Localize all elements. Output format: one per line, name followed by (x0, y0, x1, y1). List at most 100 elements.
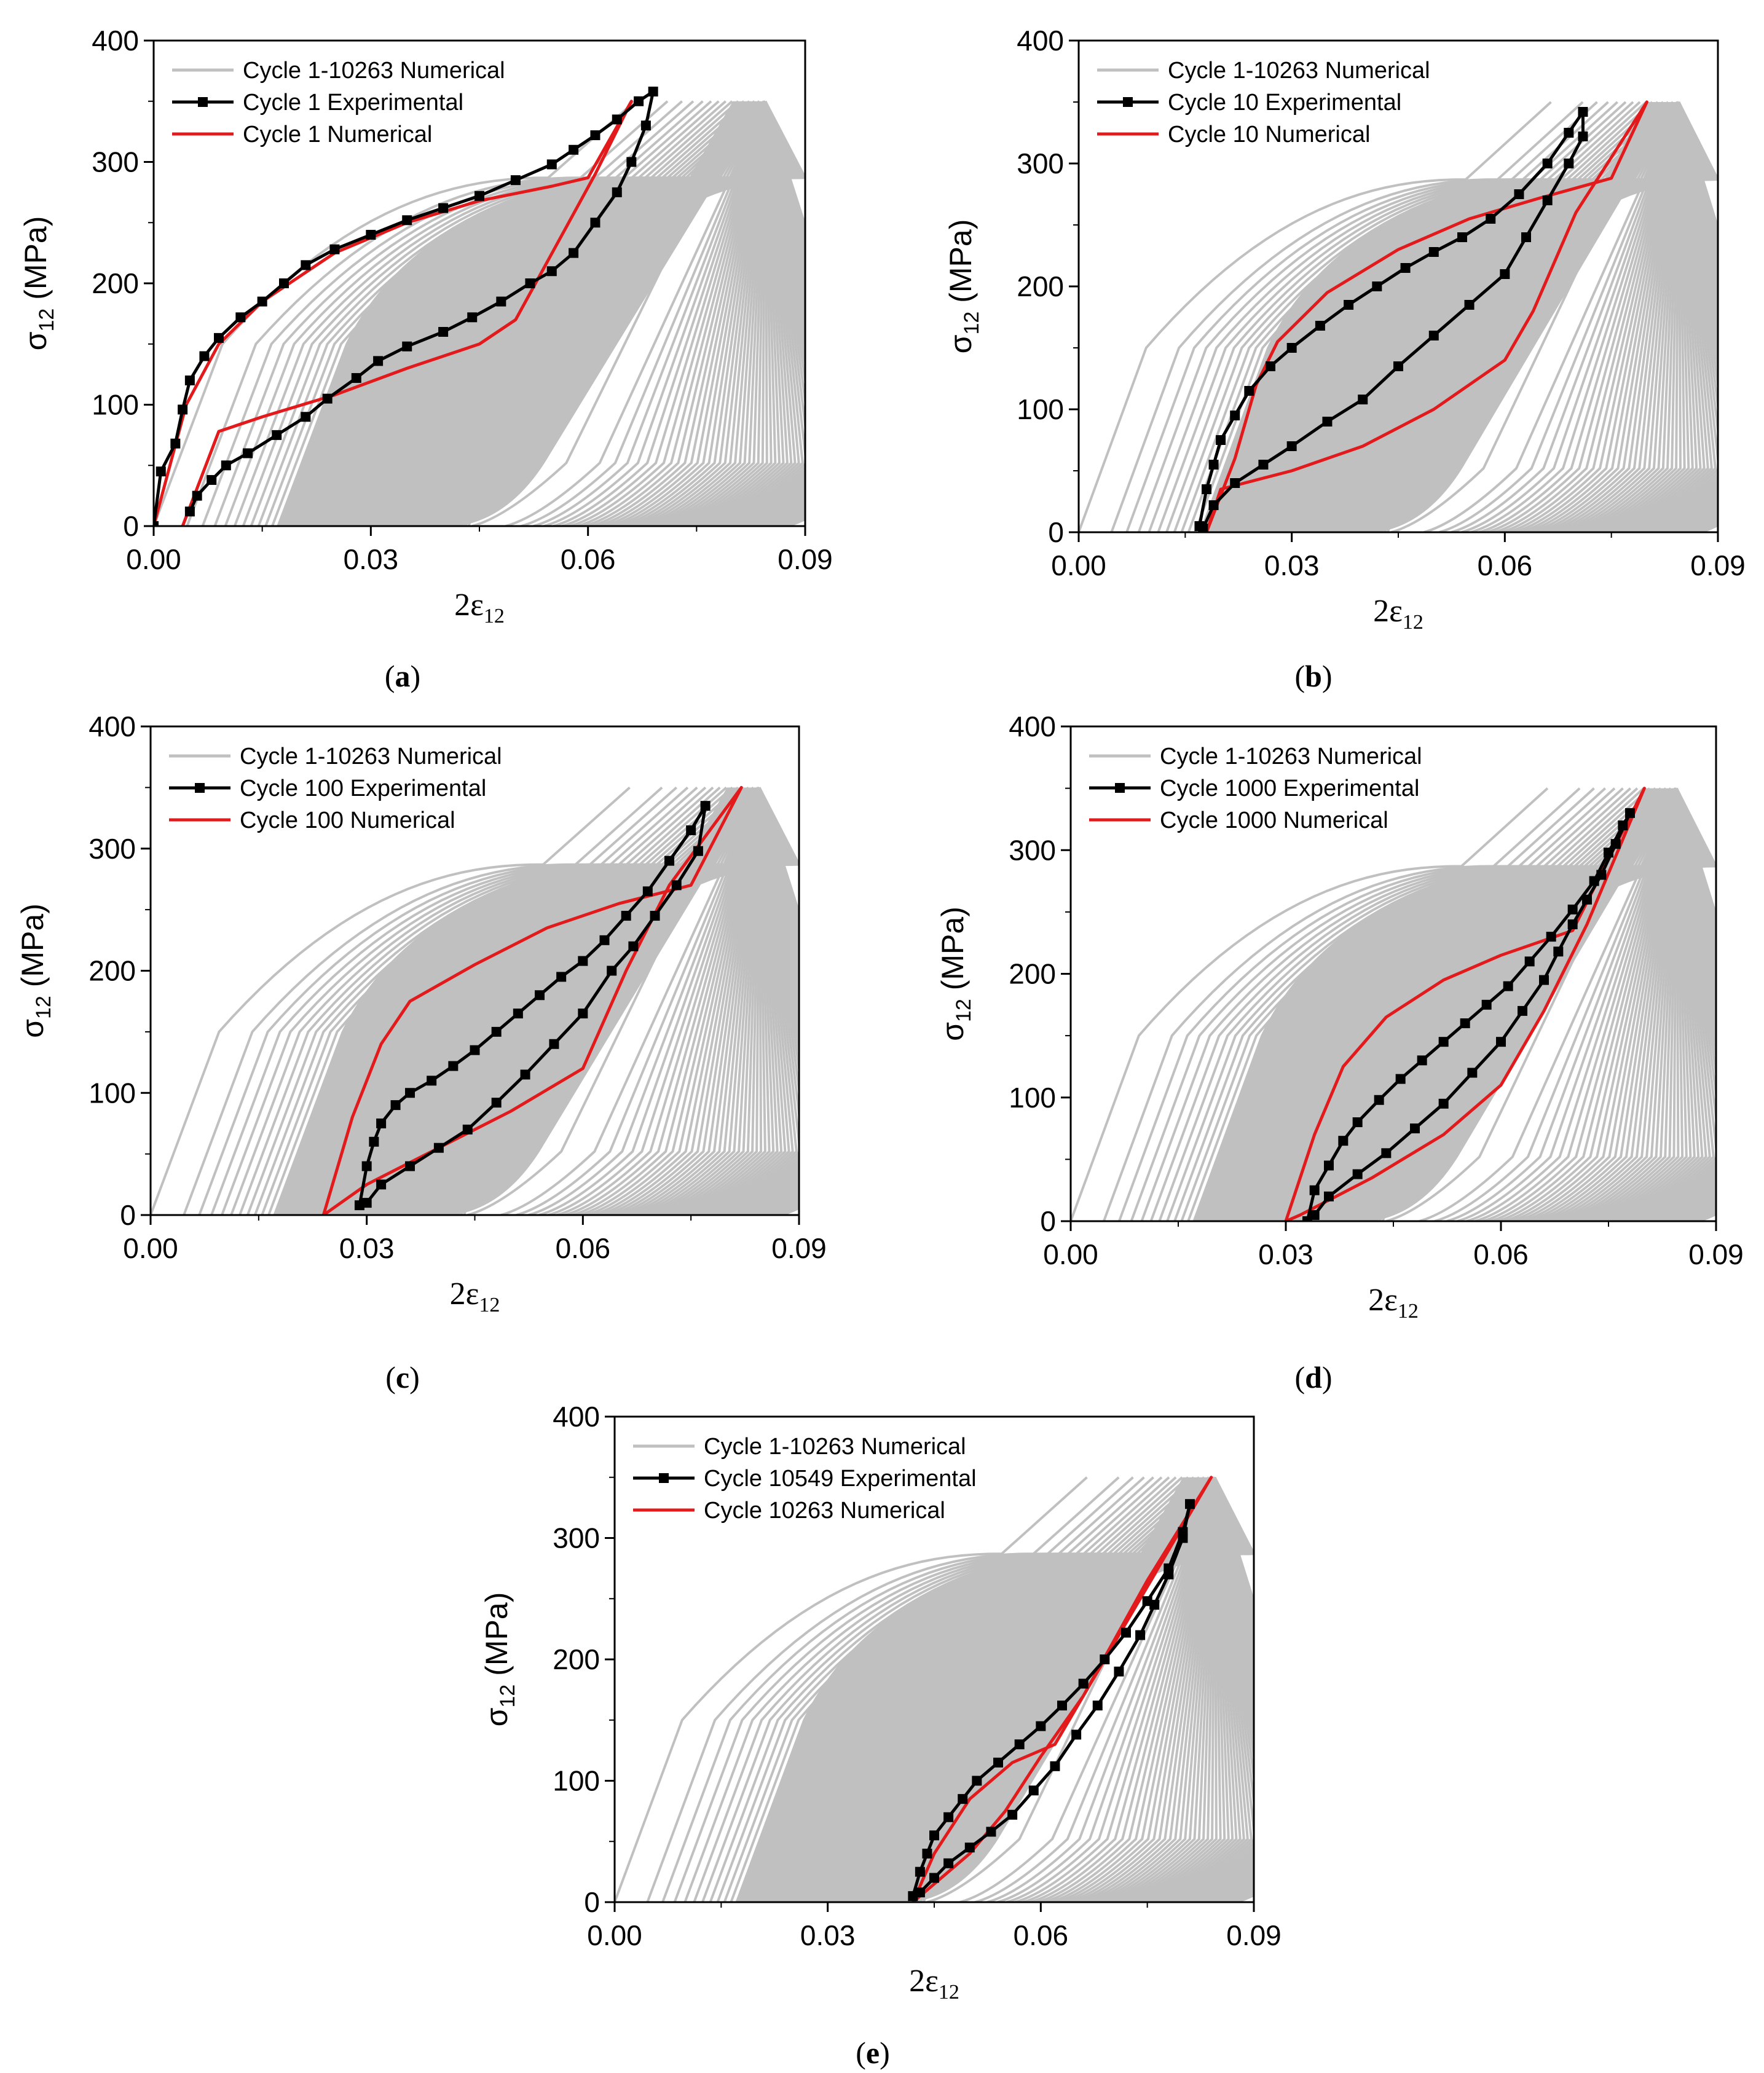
background-unload-curve (668, 101, 767, 526)
background-unload-curve (1647, 101, 1718, 532)
background-unload-curve (590, 101, 767, 526)
x-tick-label: 0.00 (1043, 1238, 1098, 1270)
background-cycles (1079, 101, 1718, 532)
experimental-point (1521, 232, 1531, 242)
background-unload-curve (1482, 788, 1678, 1221)
plot-area (151, 785, 799, 1215)
background-unload-curve (959, 1476, 1216, 1902)
background-cycle-curve (1118, 787, 1595, 1221)
experimental-point (361, 1198, 372, 1208)
experimental-point (1007, 1809, 1018, 1820)
experimental-point (1578, 132, 1588, 141)
background-unload-curve (1623, 101, 1717, 532)
y-axis-label-sub: 12 (35, 309, 58, 332)
experimental-point (642, 886, 653, 897)
x-tick-label: 0.09 (778, 543, 833, 575)
background-unload-curve (680, 101, 777, 526)
background-unload-curve (1066, 1477, 1216, 1902)
plot-area (1071, 787, 1716, 1221)
background-unload-curve (1082, 1477, 1216, 1902)
background-cycle-curve (198, 786, 677, 1215)
background-unload-curve (1570, 101, 1680, 532)
experimental-point (462, 1124, 473, 1135)
caption-letter: a (395, 659, 411, 693)
background-unload-curve (1580, 788, 1678, 1221)
experimental-point (1352, 1117, 1363, 1127)
background-unload-curve (1087, 1477, 1216, 1902)
background-unload-curve (702, 787, 798, 1215)
background-dense-region (735, 1477, 1215, 1902)
caption-close: ) (409, 1360, 420, 1394)
experimental-point (1410, 1123, 1420, 1134)
experimental-point (664, 856, 674, 866)
legend: Cycle 1-10263 Numerical Cycle 100 Experim… (169, 744, 502, 833)
background-unload-curve (505, 100, 767, 526)
background-unload-curve (1567, 788, 1678, 1221)
background-unload-curve (1072, 1477, 1216, 1902)
background-unload-curve (1565, 101, 1680, 532)
experimental-point (170, 438, 181, 449)
background-unload-curve (585, 787, 761, 1215)
background-unload-curve (1619, 101, 1713, 532)
background-unload-curve (1637, 788, 1716, 1221)
x-axis-label: 2ε12 (450, 1276, 500, 1316)
background-unload-curve (1605, 788, 1700, 1221)
y-tick-label: 0 (1048, 516, 1064, 548)
background-unload-curve (708, 101, 804, 526)
background-unload-curve (1503, 788, 1678, 1221)
experimental-point (929, 1830, 939, 1841)
experimental-point (405, 1088, 415, 1098)
background-unload-curve (1637, 101, 1718, 532)
background-unload-curve (1521, 788, 1678, 1221)
experimental-point (556, 972, 567, 982)
background-unload-curve (1385, 787, 1656, 1221)
experimental-point (1417, 1055, 1427, 1066)
experimental-point (199, 351, 210, 361)
experimental-point (1625, 808, 1635, 818)
experimental-point (402, 215, 412, 226)
background-unload-curve (688, 101, 785, 526)
plot-area (615, 1476, 1254, 1902)
experimental-point (569, 248, 579, 258)
legend: Cycle 1-10263 Numerical Cycle 10549 Exper… (633, 1434, 977, 1524)
background-unload-curve (1423, 101, 1680, 532)
legend-label: Cycle 100 Experimental (240, 776, 486, 801)
background-unload-curve (1616, 788, 1711, 1221)
experimental-point (922, 1849, 932, 1859)
y-axis-label-unit: (MPa) (943, 219, 978, 312)
background-unload-curve (1604, 101, 1698, 532)
background-unload-curve (1579, 101, 1680, 532)
experimental-point (1539, 975, 1549, 985)
background-unload-curve (1596, 101, 1690, 532)
y-tick-label: 100 (1009, 1082, 1056, 1114)
background-unload-curve (561, 101, 767, 526)
x-axis-label-sub: 12 (479, 1294, 500, 1316)
background-unload-curve (926, 1476, 1195, 1902)
experimental-point (257, 296, 267, 307)
background-unload-curve (664, 101, 767, 526)
x-tick-label: 0.00 (123, 1232, 178, 1264)
x-tick-label: 0.09 (1226, 1919, 1282, 1951)
background-unload-curve (695, 787, 790, 1215)
background-cycle-curve (1125, 101, 1598, 532)
legend-label: Cycle 1-10263 Numerical (704, 1434, 966, 1460)
y-tick-label: 300 (553, 1522, 600, 1554)
experimental-point (1428, 331, 1439, 340)
x-tick-label: 0.06 (556, 1232, 611, 1264)
background-unload-curve (516, 787, 761, 1215)
experimental-point (640, 120, 651, 131)
experimental-point (178, 404, 188, 415)
y-tick-label: 100 (89, 1077, 136, 1109)
experimental-point (628, 941, 639, 951)
experimental-point (1286, 441, 1297, 451)
experimental-point (1178, 1533, 1188, 1543)
background-unload-curve (635, 787, 761, 1215)
experimental-point (1036, 1721, 1046, 1731)
experimental-point (612, 187, 622, 197)
experimental-point (1071, 1729, 1082, 1740)
y-tick-label: 400 (1017, 25, 1064, 57)
background-unload-curve (1147, 1477, 1242, 1902)
